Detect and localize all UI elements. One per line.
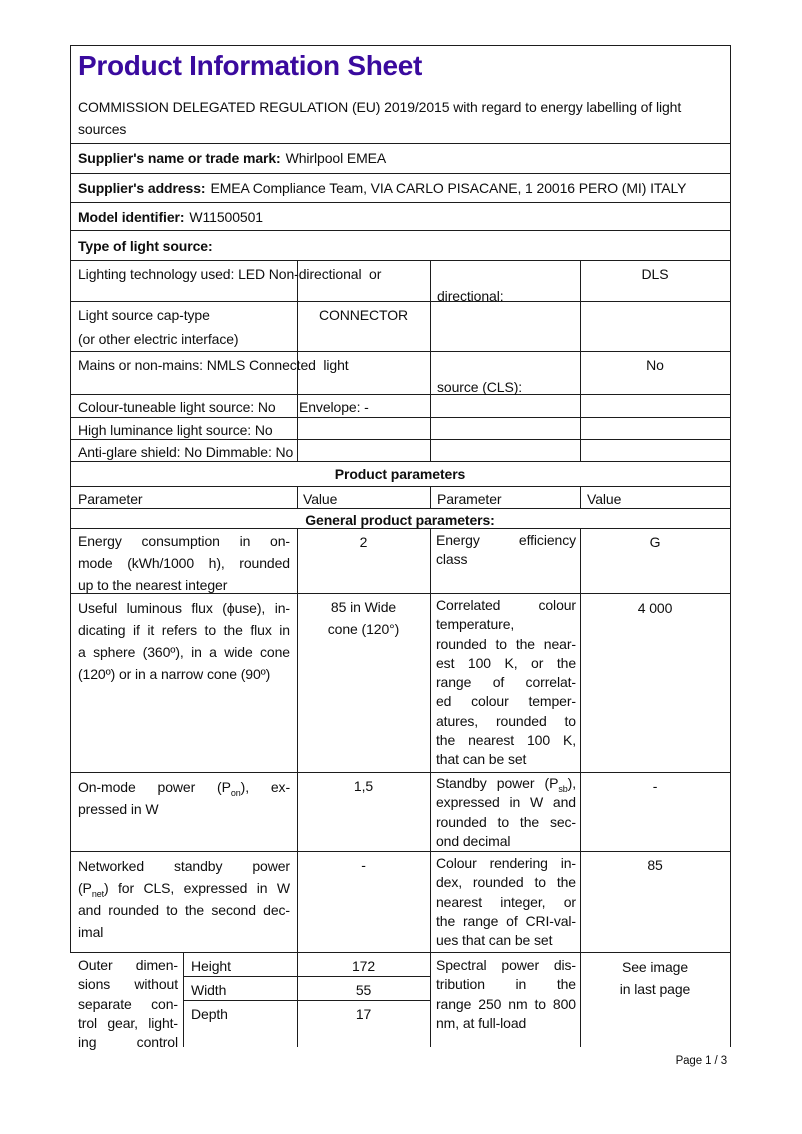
regulation-subtitle: COMMISSION DELEGATED REGULATION (EU) 201… <box>78 99 682 137</box>
value-correlated-colour-temperature: 4 000 <box>637 600 673 616</box>
table-border <box>70 143 731 145</box>
dimension-depth-label: Depth <box>191 1006 228 1022</box>
document-page: Product Information Sheet COMMISSION DEL… <box>70 45 732 1134</box>
table-border <box>70 301 731 303</box>
general-parameters-heading: General product parameters: <box>305 512 495 528</box>
table-border <box>580 486 582 508</box>
mains-text: Mains or non-mains: NMLS Connected light <box>78 357 349 373</box>
supplier-name-value: Whirlpool EMEA <box>285 150 387 166</box>
table-border <box>70 952 731 954</box>
table-border <box>70 461 731 463</box>
column-header-value-1: Value <box>303 491 338 507</box>
table-border <box>70 173 731 175</box>
table-border <box>70 351 731 353</box>
supplier-address-label: Supplier's address: <box>78 180 206 196</box>
anti-glare-text: Anti-glare shield: No Dimmable: No <box>78 444 294 460</box>
cls-value: No <box>646 357 664 373</box>
page-title: Product Information Sheet <box>78 50 423 81</box>
model-identifier-value: W11500501 <box>189 209 263 225</box>
directional-text: directional: <box>437 288 504 304</box>
table-border <box>430 528 432 1047</box>
table-border <box>70 45 731 47</box>
supplier-address-row: Supplier's address: EMEA Compliance Team,… <box>78 178 686 198</box>
param-energy-consumption: Energy consumption in on-mode (kWh/1000 … <box>78 533 290 593</box>
table-border <box>580 260 582 461</box>
param-energy-efficiency-class: Energy efficiency class <box>436 532 576 568</box>
param-colour-rendering-index: Colour rendering in-dex, rounded to the n… <box>436 855 576 949</box>
table-border <box>183 1000 431 1002</box>
column-header-parameter-2: Parameter <box>437 491 502 507</box>
model-identifier-row: Model identifier: W11500501 <box>78 207 263 227</box>
table-border <box>70 528 731 530</box>
value-spectral-power-distribution: See image in last page <box>619 959 691 997</box>
directional-value: DLS <box>641 266 669 282</box>
value-networked-standby-power: - <box>361 857 366 873</box>
lighting-technology-text: Lighting technology used: LED Non-direct… <box>78 266 382 282</box>
table-border <box>70 260 731 262</box>
dimension-width-value: 55 <box>355 982 372 998</box>
table-border <box>297 528 299 1047</box>
value-standby-power: - <box>652 778 658 794</box>
dimension-height-value: 172 <box>351 958 376 974</box>
cap-type-value: CONNECTOR <box>318 307 409 323</box>
table-border <box>430 260 432 461</box>
dimension-height-label: Height <box>191 958 231 974</box>
colour-tuneable-text: Colour-tuneable light source: No <box>78 399 276 415</box>
param-correlated-colour-temperature: Correlated colour temperature, rounded to … <box>436 597 576 768</box>
param-spectral-power-distribution: Spectral power dis-tribution in the range… <box>436 957 576 1031</box>
table-border <box>70 230 731 232</box>
supplier-name-label: Supplier's name or trade mark: <box>78 150 281 166</box>
column-header-parameter-1: Parameter <box>78 491 143 507</box>
type-of-light-source-label: Type of light source: <box>78 238 213 254</box>
page-number: Page 1 / 3 <box>675 1055 728 1067</box>
cap-type-text-line2: (or other electric interface) <box>78 331 239 347</box>
table-border <box>70 394 731 396</box>
table-border <box>730 45 732 1047</box>
table-border <box>70 202 731 204</box>
param-standby-power: Standby power (Psb), expressed in W and ro… <box>436 775 576 849</box>
table-border <box>70 417 731 419</box>
table-border <box>70 486 731 488</box>
high-luminance-text: High luminance light source: No <box>78 422 273 438</box>
value-energy-consumption: 2 <box>359 534 368 550</box>
dimension-depth-value: 17 <box>355 1006 372 1022</box>
table-border <box>297 260 299 461</box>
value-colour-rendering-index: 85 <box>647 857 663 873</box>
table-border <box>580 528 582 1047</box>
table-border <box>70 772 731 774</box>
column-header-value-2: Value <box>587 491 622 507</box>
value-on-mode-power: 1,5 <box>353 778 374 794</box>
dimension-width-label: Width <box>191 982 227 998</box>
table-border <box>70 851 731 853</box>
cls-text: source (CLS): <box>437 379 523 395</box>
supplier-name-row: Supplier's name or trade mark: Whirlpool … <box>78 148 386 168</box>
model-identifier-label: Model identifier: <box>78 209 185 225</box>
param-outer-dimensions: Outer dimen-sions without separate con-tr… <box>78 957 178 1051</box>
envelope-text: Envelope: - <box>299 399 369 415</box>
table-border <box>183 976 431 978</box>
param-networked-standby-power: Networked standby power (Pnet) for CLS, e… <box>78 858 290 940</box>
param-useful-luminous-flux: Useful luminous flux (ϕuse), in-dicating… <box>78 600 290 682</box>
table-border <box>70 508 731 510</box>
table-border <box>70 45 72 952</box>
value-energy-efficiency-class: G <box>649 534 661 550</box>
table-border <box>430 486 432 508</box>
table-border <box>70 439 731 441</box>
supplier-address-value: EMEA Compliance Team, VIA CARLO PISACANE… <box>210 180 687 196</box>
table-border <box>297 486 299 508</box>
param-on-mode-power: On-mode power (Pon), ex-pressed in W <box>78 779 291 817</box>
value-useful-luminous-flux: 85 in Wide cone (120°) <box>327 599 400 637</box>
cap-type-text-line1: Light source cap-type <box>78 307 210 323</box>
table-border <box>183 952 185 1047</box>
product-parameters-heading: Product parameters <box>334 466 466 482</box>
table-border <box>70 593 731 595</box>
